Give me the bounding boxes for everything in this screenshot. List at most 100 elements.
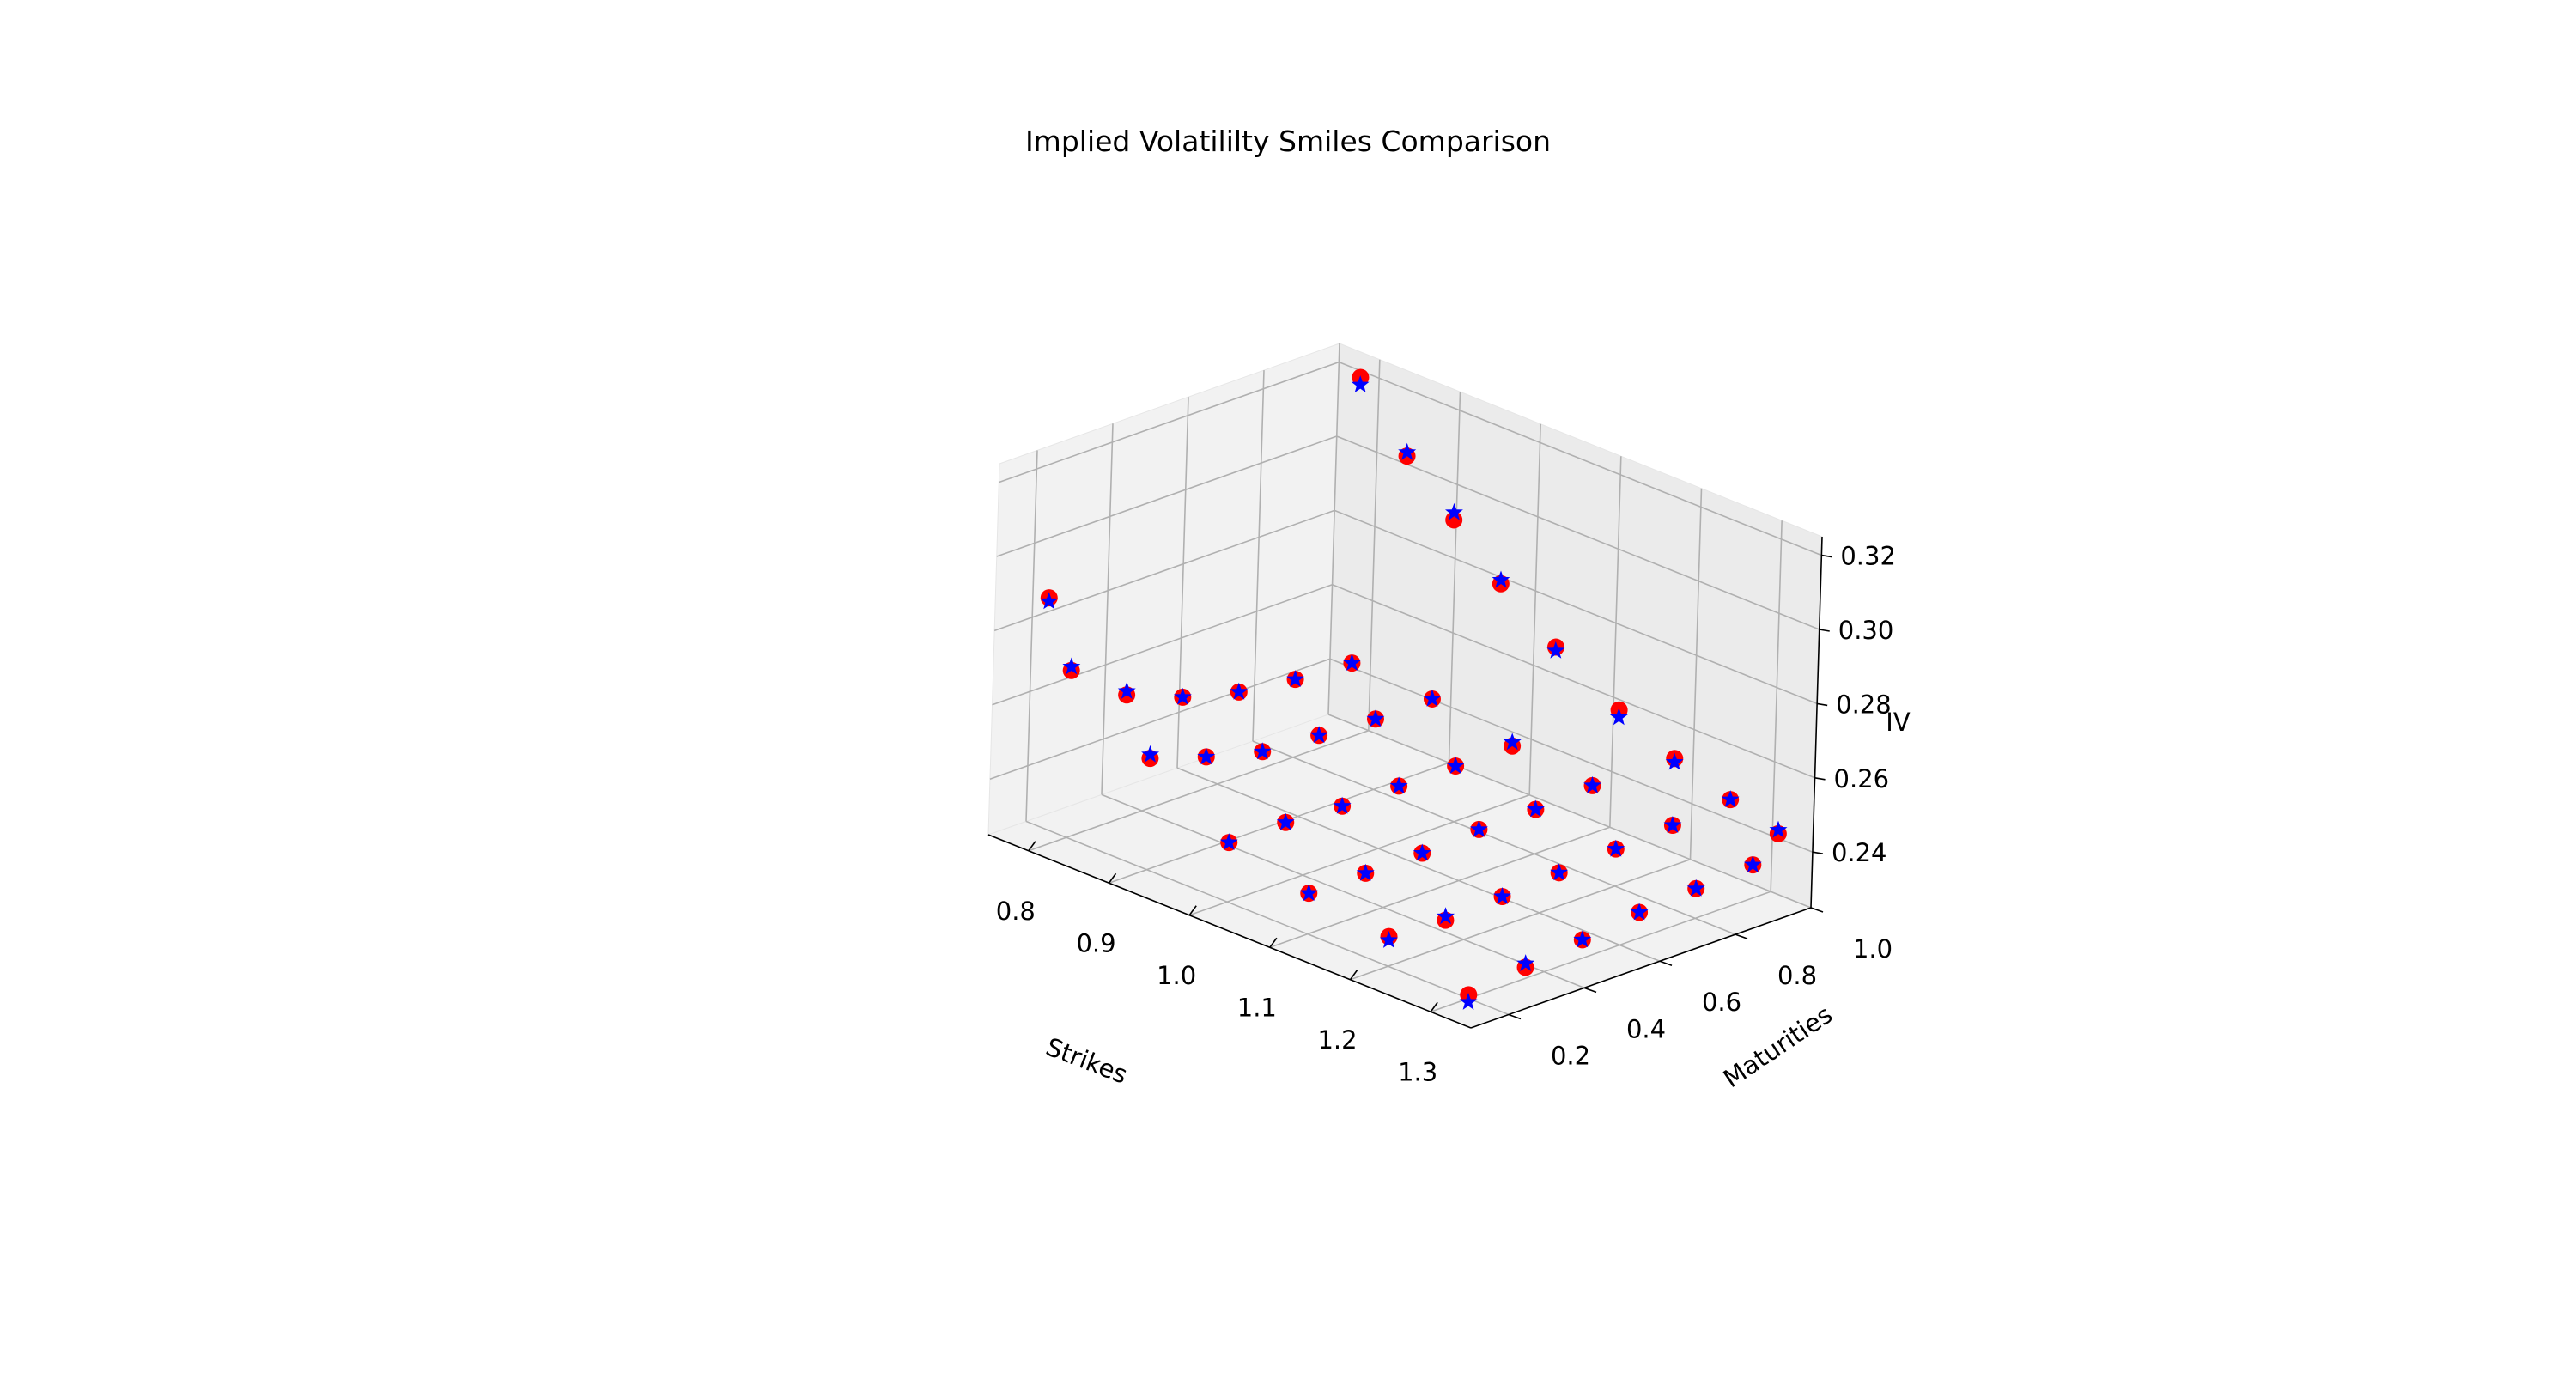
y-axis-line [1470, 907, 1812, 1029]
z-grid-side [993, 509, 1335, 632]
y-tick-mark [1583, 987, 1597, 994]
y-grid-side [1327, 343, 1340, 715]
point-star [1492, 570, 1510, 588]
x-grid-floor [1269, 826, 1611, 949]
x-grid-floor [1350, 858, 1691, 981]
x-tick-mark [1188, 905, 1197, 916]
y-grid-floor [1176, 767, 1661, 962]
point-star [1686, 879, 1705, 897]
y-tick-label: 0.2 [1551, 1041, 1590, 1070]
y-grid-side [1025, 450, 1038, 822]
point-star [1437, 907, 1455, 925]
point-star [1379, 931, 1398, 948]
x-tick-label: 0.9 [1076, 928, 1115, 958]
tick-labels: 0.8 0.9 1.0 1.1 1.2 1.3 0.2 0.4 0.6 0.8 1.0 0.24 0.2… [996, 542, 1896, 1087]
x-grid-back [1368, 359, 1381, 731]
point-star [1423, 689, 1442, 707]
point-star [1343, 654, 1361, 671]
tick-marks [1028, 554, 1832, 1020]
point-star [1333, 796, 1352, 814]
y-grid-side [1176, 397, 1189, 769]
y-grid-floor [1101, 793, 1585, 989]
x-grid-back [1528, 423, 1541, 795]
point-star [1446, 757, 1465, 774]
z-grid-side [999, 361, 1340, 483]
point-star [1062, 657, 1081, 675]
point-star [1546, 641, 1565, 659]
z-tick-mark [1821, 554, 1832, 558]
z-tick-label: 0.26 [1834, 764, 1890, 793]
point-star [1743, 855, 1762, 872]
x-grid-floor [1188, 793, 1530, 916]
point-star [1526, 799, 1545, 818]
point-star [1398, 442, 1417, 460]
point-star [1141, 745, 1159, 763]
y-grid-floor [1327, 714, 1812, 909]
point-star [1583, 775, 1601, 793]
z-grid-back [1332, 584, 1815, 779]
y-grid-floor [1252, 740, 1736, 935]
point-star [1253, 742, 1272, 760]
point-star [1769, 820, 1788, 838]
axis-lines [987, 536, 1823, 1029]
z-grid-side [989, 658, 1331, 780]
y-tick-mark [1508, 1013, 1522, 1020]
y-tick-label: 0.4 [1626, 1014, 1666, 1043]
point-star [1503, 733, 1522, 751]
z-tick-mark [1812, 851, 1824, 854]
point-star [1493, 887, 1511, 904]
x-tick-mark [1108, 872, 1117, 884]
z-grid-side [996, 435, 1338, 557]
z-grid-back [1329, 658, 1814, 853]
point-star [1117, 682, 1136, 699]
y-tick-label: 0.6 [1702, 988, 1741, 1017]
z-axis-label: IV [1886, 708, 1911, 737]
x-tick-mark [1430, 1001, 1438, 1012]
y-tick-mark [1659, 960, 1673, 966]
point-star [1413, 843, 1431, 861]
point-star [1309, 726, 1328, 744]
point-star [1276, 812, 1295, 830]
y-tick-label: 0.8 [1777, 961, 1817, 990]
x-axis-line [987, 834, 1472, 1029]
z-tick-label: 0.32 [1840, 542, 1896, 571]
point-star [1173, 687, 1192, 705]
z-tick-label: 0.30 [1838, 616, 1894, 645]
chart-title: Implied Volatililty Smiles Comparison [1025, 125, 1551, 158]
z-grid-back [1339, 361, 1822, 556]
point-star [1607, 839, 1625, 857]
point-star [1197, 747, 1216, 765]
point-star [1663, 816, 1682, 833]
x-tick-label: 1.1 [1237, 993, 1277, 1022]
point-star [1609, 708, 1628, 726]
point-star [1516, 954, 1535, 971]
z-tick-label: 0.28 [1836, 690, 1892, 719]
data-points [1040, 368, 1788, 1010]
y-tick-mark [1735, 933, 1748, 939]
point-star [1459, 993, 1478, 1010]
point-star [1389, 776, 1408, 794]
x-tick-mark [1269, 937, 1278, 948]
y-grid-side [1252, 370, 1265, 742]
z-tick-mark [1814, 777, 1826, 781]
point-star [1573, 930, 1592, 948]
y-tick-label: 1.0 [1853, 934, 1893, 964]
point-star [1630, 903, 1649, 921]
x-grid-floor [1430, 891, 1771, 1013]
point-star [1469, 819, 1488, 837]
z-tick-mark [1817, 702, 1828, 707]
x-grid-back [1448, 392, 1461, 763]
point-star [1445, 502, 1463, 520]
point-star [1550, 863, 1569, 881]
x-grid-back [1609, 456, 1622, 828]
point-star [1721, 790, 1740, 807]
point-star [1665, 752, 1684, 770]
point-star [1230, 682, 1249, 700]
z-grid-side [992, 584, 1333, 706]
point-star [1356, 863, 1375, 881]
x-tick-label: 1.2 [1317, 1025, 1357, 1055]
point-star [1040, 592, 1059, 610]
z-tick-mark [1819, 629, 1830, 632]
point-star [1219, 833, 1238, 850]
